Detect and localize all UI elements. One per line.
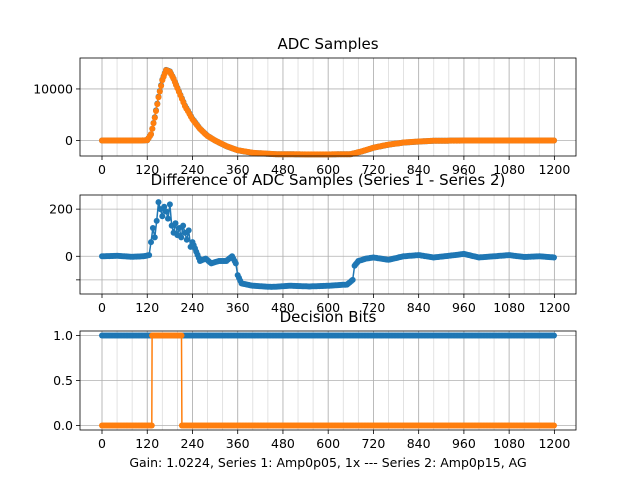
x-tick-label: 360 — [226, 162, 250, 177]
data-point — [165, 215, 171, 222]
chart-title-adc-samples: ADC Samples — [277, 35, 378, 53]
x-tick-label: 480 — [271, 436, 295, 451]
x-tick-label: 1200 — [538, 162, 570, 177]
data-point — [154, 101, 161, 108]
data-point — [551, 137, 557, 144]
data-point — [551, 332, 557, 339]
data-point — [178, 234, 185, 241]
x-tick-label: 1080 — [493, 162, 525, 177]
chart-title-decision-bits: Decision Bits — [280, 308, 377, 326]
data-point — [551, 254, 557, 261]
x-tick-label: 600 — [316, 162, 340, 177]
data-point — [183, 236, 190, 243]
axes-frame — [79, 57, 577, 157]
data-point — [150, 120, 157, 127]
x-tick-label: 480 — [271, 300, 295, 315]
data-point — [146, 252, 153, 259]
footer-caption: Gain: 1.0224, Series 1: Amp0p05, 1x --- … — [129, 455, 526, 470]
y-tick-label: 200 — [49, 202, 73, 217]
panel-decision-bits: 0 120 240 360 480 600 720 840 960 1080 1200 0.0 0.5 1… — [53, 328, 577, 451]
data-point — [163, 208, 170, 215]
x-tick-label: 840 — [407, 436, 431, 451]
x-tick-label: 960 — [452, 300, 476, 315]
data-point — [178, 332, 185, 339]
x-tick-label: 720 — [361, 300, 385, 315]
data-point — [148, 422, 155, 429]
panel-adc-samples: 0 120 240 360 480 600 720 840 960 1080 1200 0 10000 — [33, 57, 577, 177]
data-point — [156, 88, 163, 95]
data-point — [172, 220, 179, 227]
x-tick-label: 1200 — [538, 300, 570, 315]
series-markers-s2 — [99, 67, 557, 158]
x-tick-label: 360 — [226, 300, 250, 315]
y-tick-label: 0.0 — [53, 418, 73, 433]
chart-title-difference: Difference of ADC Samples (Series 1 - Se… — [151, 171, 506, 189]
y-tick-label: 0 — [65, 133, 73, 148]
y-tick-label: 0.5 — [53, 373, 73, 388]
x-tick-label: 360 — [226, 436, 250, 451]
y-tick-label: 1.0 — [53, 328, 73, 343]
y-tick-label: 0 — [65, 249, 73, 264]
x-tick-label: 0 — [98, 300, 106, 315]
data-point — [161, 203, 168, 210]
x-tick-label: 1200 — [538, 436, 570, 451]
data-point — [158, 82, 165, 89]
x-tick-label: 960 — [452, 436, 476, 451]
data-point — [180, 222, 187, 229]
x-tick-label: 1080 — [493, 300, 525, 315]
x-tick-label: 600 — [316, 436, 340, 451]
x-tick-label: 240 — [181, 162, 205, 177]
x-tick-label: 840 — [407, 162, 431, 177]
data-point — [551, 422, 557, 429]
axes-frame — [79, 194, 577, 295]
x-tick-label: 720 — [361, 162, 385, 177]
data-point — [148, 239, 154, 246]
x-tick-label: 960 — [452, 162, 476, 177]
x-tick-label: 120 — [135, 436, 159, 451]
x-tick-label: 240 — [181, 436, 205, 451]
x-tick-label: 480 — [271, 162, 295, 177]
data-point — [153, 217, 160, 224]
x-tick-label: 600 — [316, 300, 340, 315]
data-point — [232, 260, 239, 267]
data-point — [155, 94, 162, 101]
panel-difference: 0 120 240 360 480 600 720 840 960 1080 1200 0 200 — [49, 194, 577, 315]
data-point — [149, 225, 156, 231]
x-tick-label: 0 — [98, 436, 106, 451]
data-point — [159, 213, 166, 220]
data-point — [151, 234, 158, 241]
series-markers-s2 — [99, 332, 557, 429]
data-point — [153, 108, 159, 114]
y-tick-label: 10000 — [33, 81, 73, 96]
data-point — [149, 125, 156, 132]
x-tick-label: 840 — [407, 300, 431, 315]
data-point — [151, 114, 158, 121]
axes-frame — [79, 330, 577, 431]
data-point — [166, 201, 173, 208]
x-tick-label: 720 — [361, 436, 385, 451]
x-tick-label: 1080 — [493, 436, 525, 451]
x-tick-label: 0 — [98, 162, 106, 177]
x-tick-label: 120 — [135, 300, 159, 315]
x-tick-label: 120 — [135, 162, 159, 177]
series-markers-s1 — [99, 199, 557, 290]
data-point — [349, 276, 356, 283]
x-tick-label: 240 — [181, 300, 205, 315]
data-point — [155, 199, 162, 206]
data-point — [148, 131, 154, 138]
data-point — [185, 227, 192, 234]
